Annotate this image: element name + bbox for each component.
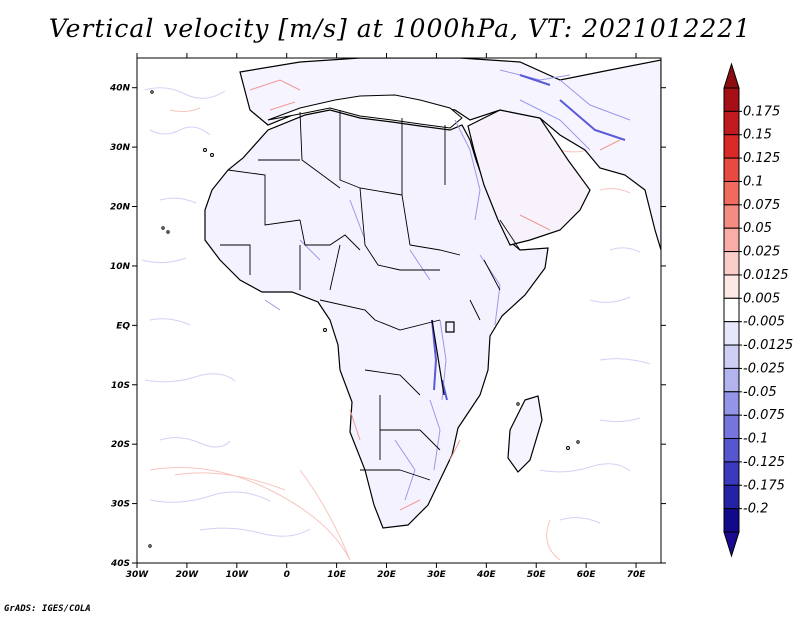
colorbar-label: 0.125 (743, 151, 780, 166)
colorbar-swatch (723, 367, 740, 393)
colorbar-swatch (723, 438, 740, 463)
colorbar-label: -0.05 (743, 385, 777, 400)
colorbar-label: 0.0125 (743, 268, 789, 283)
islands (148, 90, 580, 548)
colorbar-label: 0.1 (743, 174, 764, 189)
colorbar-swatch (723, 134, 740, 159)
colorbar-swatch (723, 414, 740, 440)
lon-tick-label: 10W (226, 570, 250, 580)
madagascar (507, 395, 543, 473)
latitude-axis: 40N 30N 20N 10N EQ 10S 20S 30S 40S (109, 84, 666, 569)
colorbar-label: -0.075 (743, 408, 785, 423)
lon-tick-label: 30E (427, 570, 447, 580)
colorbar-label: 0.025 (743, 245, 780, 260)
lon-tick-label: 30W (126, 570, 150, 580)
lat-tick-label: EQ (116, 321, 130, 331)
colorbar-swatch (723, 204, 740, 229)
colorbar-swatch (723, 297, 740, 323)
colorbar-swatch (723, 484, 740, 510)
colorbar-swatch (723, 251, 740, 276)
colorbar-swatch (723, 180, 740, 206)
lat-tick-label: 40N (109, 84, 131, 94)
lat-tick-label: 20N (110, 203, 131, 213)
lon-tick-label: 60E (577, 570, 597, 580)
colorbar-label: 0.175 (743, 104, 780, 119)
colorbar-swatch (723, 461, 740, 486)
colorbar-bottom-arrow (723, 531, 740, 558)
country-borders (220, 110, 521, 481)
colorbar-label: -0.1 (743, 432, 768, 447)
colorbar-label: -0.175 (743, 478, 785, 493)
colorbar-label: 0.075 (743, 198, 780, 213)
ocean-noise-positive (149, 107, 631, 561)
lat-tick-label: 40S (110, 559, 130, 569)
colorbar-swatch (723, 274, 740, 299)
lat-tick-label: 30N (110, 143, 131, 153)
colorbar-label: -0.2 (743, 502, 768, 517)
colorbar-swatch (723, 391, 740, 416)
longitude-axis: 30W 20W 10W 0 10E 20E 30E 40E 50E 60E 70E (126, 53, 646, 580)
colorbar: 0.175 0.15 0.125 0.1 0.075 0.05 0.025 0.0125 0.0… (723, 62, 793, 558)
colorbar-label: -0.005 (743, 315, 785, 330)
lon-tick-label: 0 (284, 570, 290, 580)
colorbar-label: 0.005 (743, 291, 780, 306)
colorbar-swatch (723, 110, 740, 136)
lon-tick-label: 10E (327, 570, 347, 580)
colorbar-swatch (723, 508, 740, 533)
africa-landmass (204, 109, 549, 529)
land-texture (249, 69, 631, 511)
grads-credit: GrADS: IGES/COLA (4, 604, 91, 614)
colorbar-label: -0.025 (743, 361, 785, 376)
lat-tick-label: 20S (111, 440, 130, 450)
colorbar-label: 0.05 (743, 221, 772, 236)
map-title: Vertical velocity [m/s] at 1000hPa, VT: … (48, 14, 752, 43)
lakes (431, 319, 455, 396)
colorbar-swatch (723, 344, 740, 369)
lon-tick-label: 20W (176, 570, 200, 580)
colorbar-swatch (723, 157, 740, 182)
lon-tick-label: 50E (527, 570, 547, 580)
colorbar-swatch (723, 321, 740, 346)
colorbar-label: -0.0125 (743, 338, 793, 353)
colorbar-swatch (723, 87, 740, 112)
ocean-noise (141, 87, 651, 537)
lat-tick-label: 10N (110, 262, 131, 272)
colorbar-top-arrow (723, 62, 740, 89)
lon-tick-label: 70E (627, 570, 647, 580)
lat-tick-label: 10S (111, 381, 130, 391)
colorbar-swatch (723, 227, 740, 253)
colorbar-label: 0.15 (743, 128, 772, 143)
velocity-field (141, 58, 661, 561)
lon-tick-label: 40E (476, 570, 497, 580)
lon-tick-label: 20E (377, 570, 397, 580)
colorbar-label: -0.125 (743, 455, 785, 470)
plot-frame (136, 57, 662, 564)
lat-tick-label: 30S (111, 500, 130, 510)
